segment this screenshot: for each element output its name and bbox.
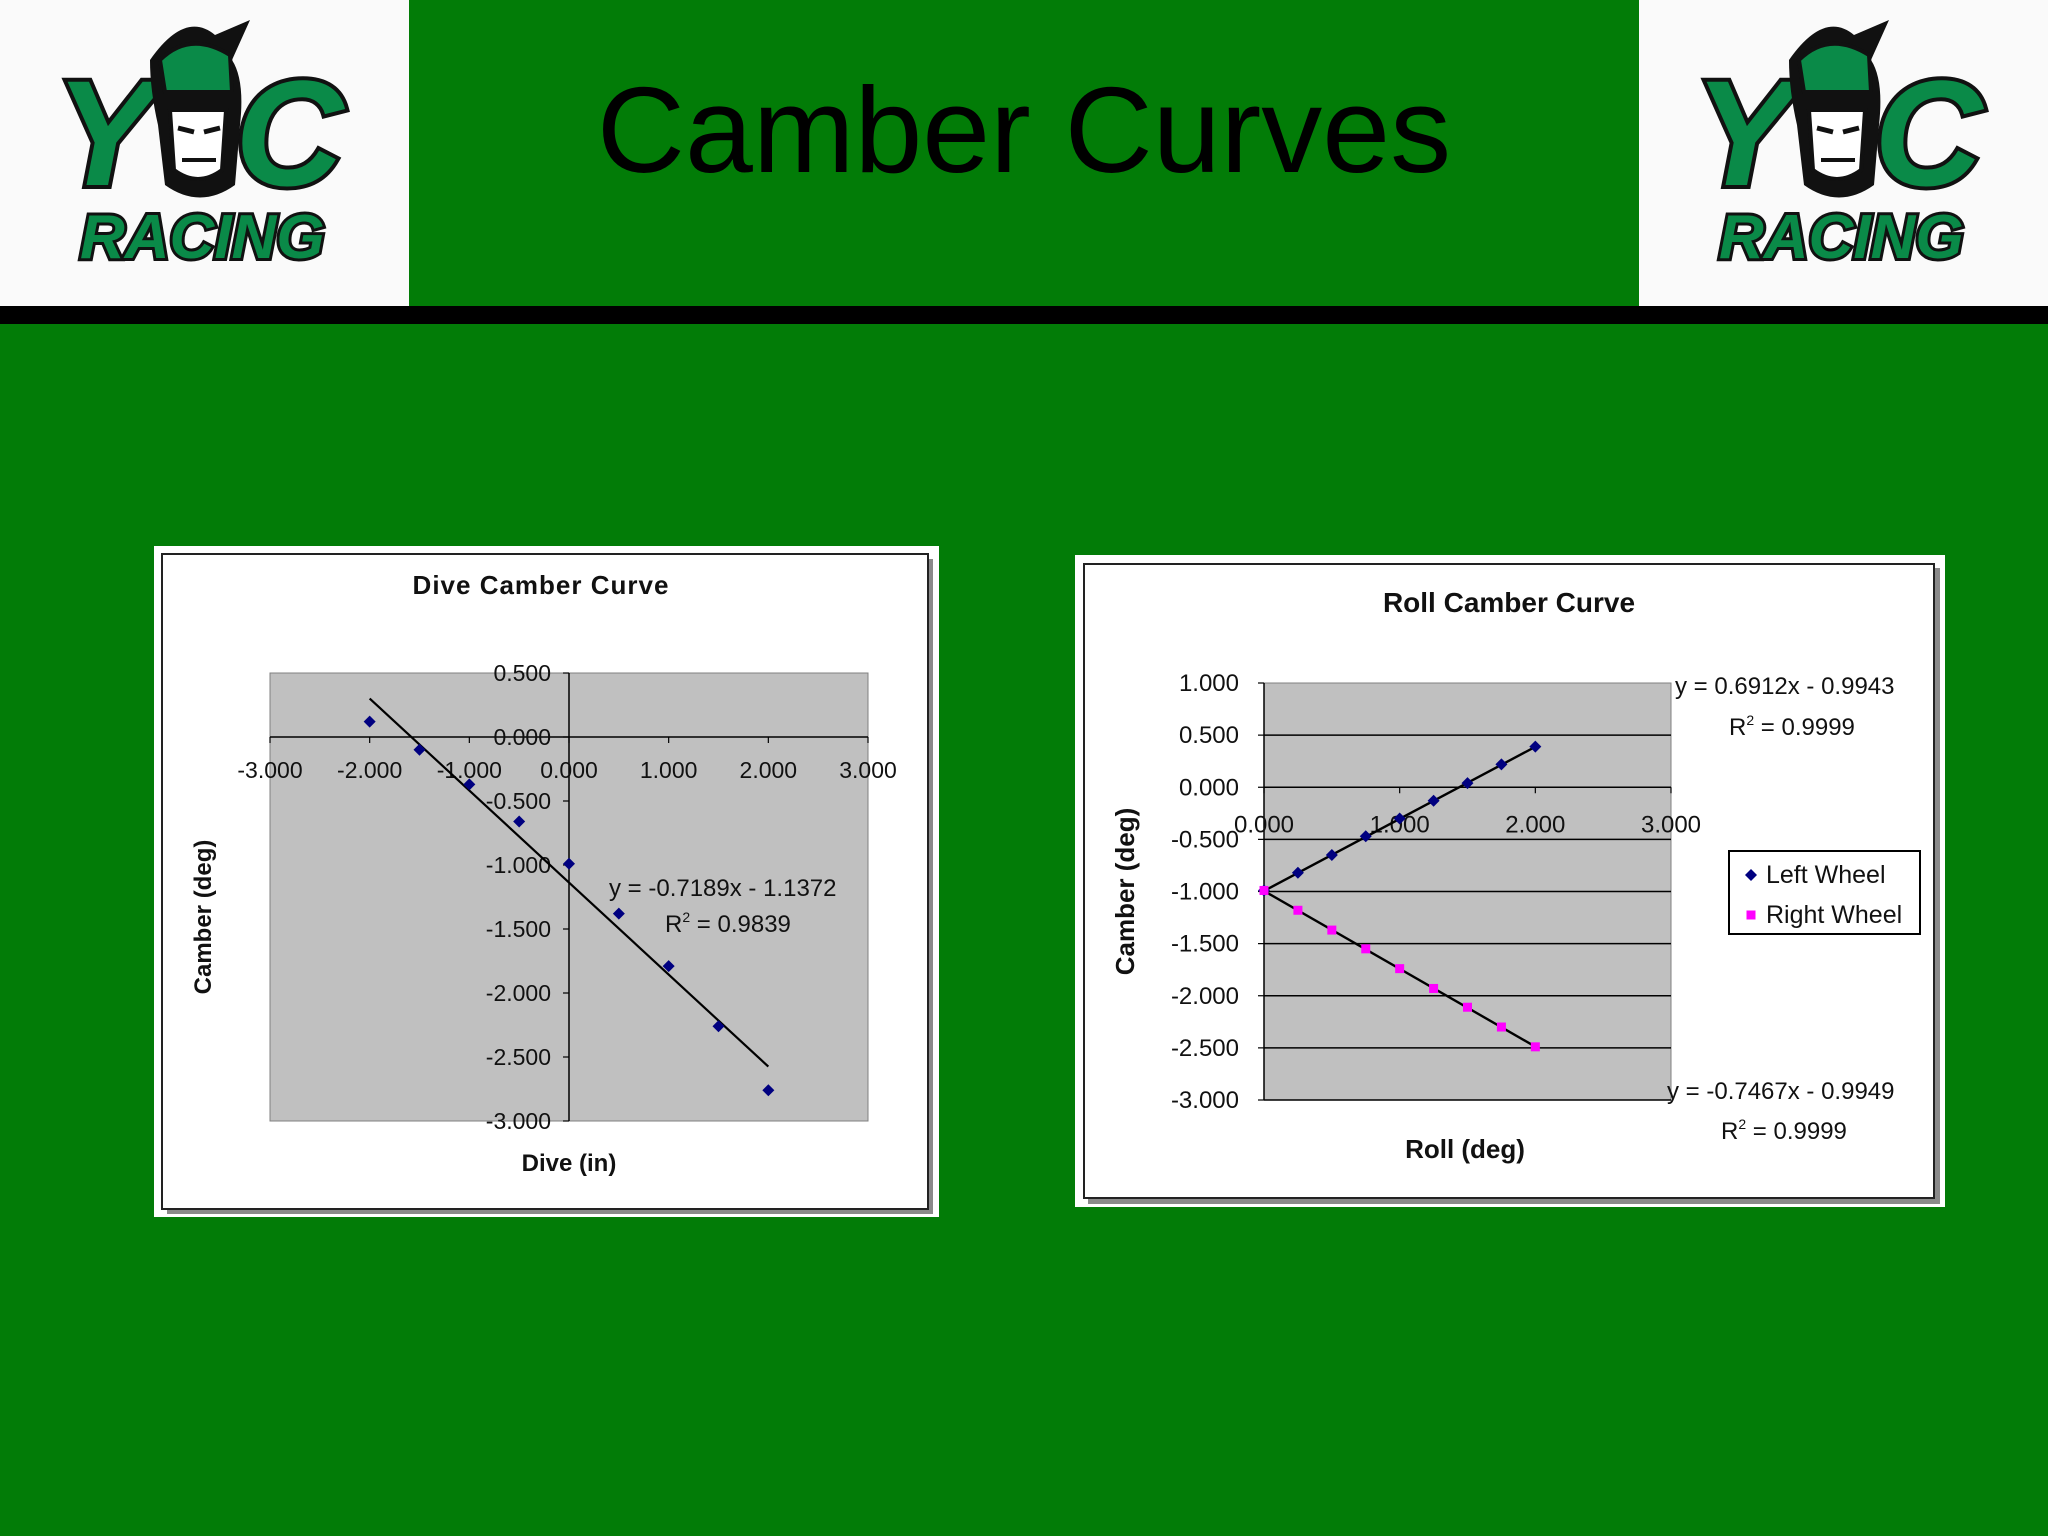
trendline-equation: y = 0.6912x - 0.9943 bbox=[1675, 673, 1895, 700]
data-point bbox=[363, 715, 376, 728]
chart-title: Dive Camber Curve bbox=[413, 570, 670, 600]
roll-camber-chart: 1.000 0.500 0.000 -0.500 -1.000 -1.500 -2.000-… bbox=[1075, 555, 1945, 1207]
y-tick-label: -1.500 bbox=[1171, 931, 1239, 958]
data-point bbox=[612, 907, 625, 920]
y-tick-label: -2.000 bbox=[1171, 983, 1239, 1010]
y-tick-label: 0.000 bbox=[493, 724, 551, 750]
data-point-left-wheel bbox=[1495, 758, 1508, 771]
x-tick-label: 2.000 bbox=[1505, 811, 1565, 838]
data-point-left-wheel bbox=[1359, 830, 1372, 843]
yc-racing-logo: Y C RACING bbox=[51, 20, 350, 275]
x-axis-label: Dive (in) bbox=[522, 1150, 617, 1177]
spartan-helmet-icon bbox=[1789, 20, 1889, 198]
legend-box bbox=[1728, 850, 1921, 935]
data-point-left-wheel bbox=[1291, 866, 1304, 879]
data-point-left-wheel bbox=[1325, 849, 1338, 862]
data-point bbox=[563, 857, 575, 870]
data-point-right-wheel bbox=[1530, 1042, 1540, 1052]
data-point-right-wheel bbox=[1259, 885, 1269, 895]
y-tick-label: -2.000 bbox=[486, 980, 551, 1006]
data-point-right-wheel bbox=[1496, 1022, 1506, 1032]
legend-marker-left-wheel bbox=[1745, 869, 1757, 881]
x-tick-label: 3.000 bbox=[1641, 811, 1701, 838]
x-tick-label: -3.000 bbox=[237, 757, 302, 783]
data-point-left-wheel bbox=[1427, 794, 1440, 807]
x-tick-label: -2.000 bbox=[337, 757, 402, 783]
y-axis-label: Camber (deg) bbox=[1110, 808, 1140, 976]
data-point-right-wheel bbox=[1395, 964, 1405, 974]
roll-camber-svg: 1.0000.5000.000-0.500-1.000-1.500-2.000-… bbox=[1083, 563, 1940, 1204]
spartan-helmet-icon bbox=[150, 20, 250, 198]
data-point-right-wheel bbox=[1293, 905, 1303, 915]
legend-label: Left Wheel bbox=[1766, 861, 1886, 889]
y-tick-label: -2.500 bbox=[1171, 1035, 1239, 1062]
x-tick-label: 2.000 bbox=[740, 757, 798, 783]
data-point-right-wheel bbox=[1463, 1002, 1472, 1012]
y-tick-label: -0.500 bbox=[486, 788, 551, 814]
r-squared-label: R2 = 0.9999 bbox=[1721, 1116, 1847, 1145]
data-point bbox=[413, 743, 426, 756]
logo-letter-y: Y bbox=[55, 49, 167, 217]
chart-title: Roll Camber Curve bbox=[1383, 587, 1635, 618]
data-point bbox=[513, 815, 526, 828]
y-axis-label: Camber (deg) bbox=[190, 840, 217, 995]
data-point-right-wheel bbox=[1327, 925, 1337, 935]
x-tick-label: 3.000 bbox=[839, 757, 897, 783]
header-divider bbox=[0, 306, 2048, 324]
y-tick-label: -3.000 bbox=[1171, 1087, 1239, 1114]
data-point bbox=[762, 1084, 775, 1097]
x-tick-label: 0.000 bbox=[1234, 811, 1294, 838]
y-tick-label: 0.500 bbox=[1179, 722, 1239, 749]
logo-racing-text: RACING bbox=[80, 203, 325, 272]
y-tick-label: -1.000 bbox=[1171, 879, 1239, 906]
logo-left: Y C RACING bbox=[0, 0, 409, 306]
logo-letter-y: Y bbox=[1694, 49, 1806, 217]
y-tick-label: 0.000 bbox=[1179, 774, 1239, 801]
dive-camber-chart: -3.000 -2.000 -1.000 0.000 1.000 2.000 3.000 0.… bbox=[154, 546, 939, 1217]
data-point bbox=[712, 1020, 725, 1033]
y-tick-label: -3.000 bbox=[486, 1108, 551, 1134]
logo-right: Y C RACING bbox=[1639, 0, 2048, 306]
y-tick-label: -0.500 bbox=[1171, 826, 1239, 853]
trendline-equation: y = -0.7189x - 1.1372 bbox=[609, 875, 836, 902]
trendline bbox=[368, 697, 770, 1068]
x-tick-label: 0.000 bbox=[540, 757, 598, 783]
x-tick-label: 1.000 bbox=[640, 757, 698, 783]
data-point-left-wheel bbox=[1393, 812, 1406, 825]
legend-label: Right Wheel bbox=[1766, 901, 1902, 929]
trendline-equation: y = -0.7467x - 0.9949 bbox=[1667, 1078, 1894, 1105]
x-axis-label: Roll (deg) bbox=[1405, 1134, 1525, 1164]
y-tick-label: -1.500 bbox=[486, 916, 551, 942]
y-tick-label: 1.000 bbox=[1179, 670, 1239, 697]
yc-racing-logo: Y C RACING bbox=[1690, 20, 1989, 275]
data-point bbox=[662, 960, 675, 973]
r-squared-label: R2 = 0.9839 bbox=[665, 909, 791, 938]
logo-letter-c: C bbox=[1874, 49, 1985, 217]
legend-marker-right-wheel bbox=[1746, 910, 1756, 920]
data-point-right-wheel bbox=[1429, 983, 1439, 993]
data-point-right-wheel bbox=[1361, 944, 1371, 954]
y-tick-label: 0.500 bbox=[493, 660, 551, 686]
y-tick-label: -2.500 bbox=[486, 1044, 551, 1070]
page-title: Camber Curves bbox=[596, 62, 1452, 198]
r-squared-label: R2 = 0.9999 bbox=[1729, 712, 1855, 741]
data-point-left-wheel bbox=[1461, 777, 1474, 790]
logo-letter-c: C bbox=[235, 49, 346, 217]
logo-racing-text: RACING bbox=[1719, 203, 1964, 272]
data-point bbox=[463, 778, 476, 791]
data-point-left-wheel bbox=[1529, 740, 1542, 753]
dive-camber-svg: -3.000 -2.000 -1.000 0.000 1.000 2.000 3.0000.… bbox=[161, 553, 933, 1214]
